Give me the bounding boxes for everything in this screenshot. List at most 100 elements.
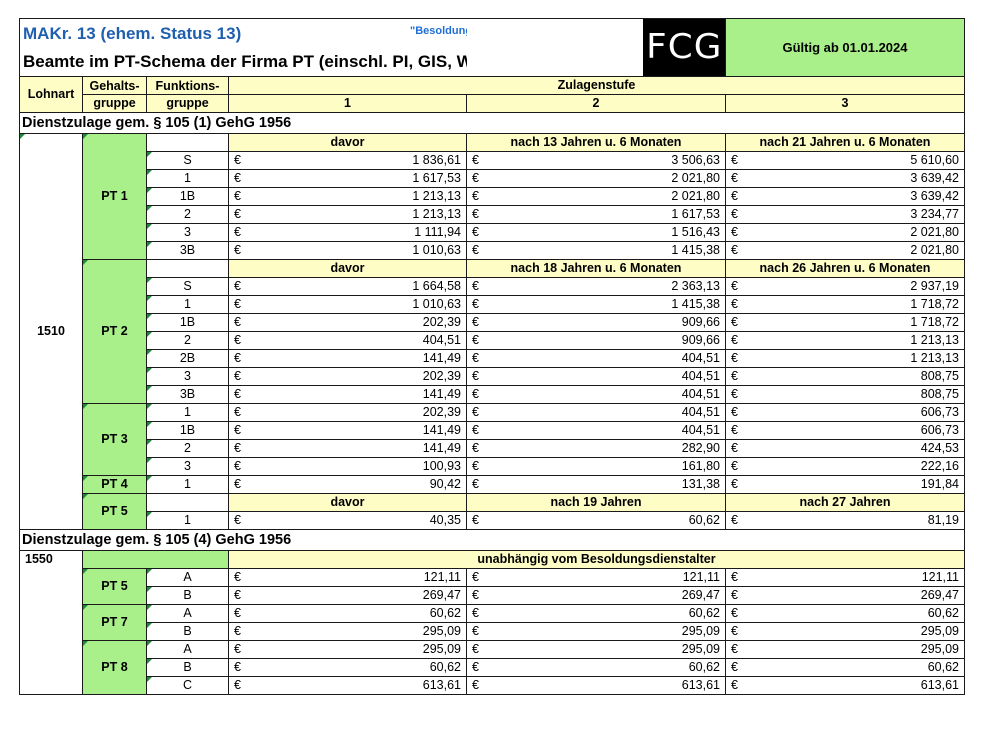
stage-3-amount: €1 213,13 [725, 331, 965, 350]
currency-symbol: € [731, 624, 738, 638]
stage-3-amount: €3 639,42 [725, 187, 965, 206]
currency-symbol: € [234, 189, 241, 203]
funktion-group: B [146, 658, 229, 677]
amount-value: 424,53 [920, 441, 959, 455]
funktion-group: S [146, 277, 229, 296]
currency-symbol: € [731, 423, 738, 437]
col-gehalt: Gehalts- [82, 76, 147, 95]
stage-3-amount: €1 718,72 [725, 313, 965, 332]
stage-2-amount: €1 415,38 [466, 295, 726, 314]
gehalt-group: PT 1 [82, 133, 147, 260]
currency-symbol: € [472, 225, 479, 239]
currency-symbol: € [234, 423, 241, 437]
stage-3-amount: €613,61 [725, 676, 965, 695]
currency-symbol: € [472, 207, 479, 221]
amount-value: 808,75 [920, 387, 959, 401]
fcg-logo: FCG [643, 19, 725, 76]
amount-value: 2 021,80 [671, 171, 720, 185]
currency-symbol: € [731, 642, 738, 656]
amount-value: 1 213,13 [412, 189, 461, 203]
stage-1-amount: €404,51 [228, 331, 467, 350]
stage-header-all: unabhängig vom Besoldungsdienstalter [228, 550, 965, 569]
stage-1-amount: €141,49 [228, 421, 467, 440]
stage-1-amount: €90,42 [228, 475, 467, 494]
col-lohnart: Lohnart [19, 76, 83, 113]
currency-symbol: € [472, 606, 479, 620]
currency-symbol: € [731, 441, 738, 455]
currency-symbol: € [731, 153, 738, 167]
stage-3-amount: €295,09 [725, 622, 965, 641]
amount-value: 131,38 [681, 477, 720, 491]
amount-value: 3 639,42 [910, 189, 959, 203]
valid-from: Gültig ab 01.01.2024 [725, 18, 965, 77]
amount-value: 1 516,43 [671, 225, 720, 239]
stage-1-amount: €60,62 [228, 658, 467, 677]
amount-value: 202,39 [422, 369, 461, 383]
funktion-spacer [146, 259, 229, 278]
stage-1-amount: €295,09 [228, 640, 467, 659]
currency-symbol: € [731, 189, 738, 203]
amount-value: 3 506,63 [671, 153, 720, 167]
currency-symbol: € [472, 387, 479, 401]
amount-value: 404,51 [681, 369, 720, 383]
stage-1-amount: €613,61 [228, 676, 467, 695]
stage-1-amount: €1 213,13 [228, 205, 467, 224]
currency-symbol: € [731, 351, 738, 365]
currency-symbol: € [234, 588, 241, 602]
stage-3-amount: €808,75 [725, 367, 965, 386]
stage-3-amount: €81,19 [725, 511, 965, 530]
amount-value: 404,51 [681, 405, 720, 419]
amount-value: 121,11 [921, 570, 959, 584]
currency-symbol: € [472, 513, 479, 527]
funktion-group: 1B [146, 313, 229, 332]
amount-value: 60,62 [429, 606, 461, 620]
funktion-group: A [146, 640, 229, 659]
stage-3-amount: €1 213,13 [725, 349, 965, 368]
amount-value: 40,35 [429, 513, 461, 527]
stage-3-amount: €60,62 [725, 658, 965, 677]
stage-2-amount: €131,38 [466, 475, 726, 494]
amount-value: 1 664,58 [412, 279, 461, 293]
amount-value: 1 617,53 [671, 207, 720, 221]
stage-2-amount: €295,09 [466, 640, 726, 659]
currency-symbol: € [731, 315, 738, 329]
funktion-group: 3B [146, 385, 229, 404]
stage-2-amount: €909,66 [466, 313, 726, 332]
currency-symbol: € [234, 315, 241, 329]
currency-symbol: € [731, 477, 738, 491]
stage-2-amount: €60,62 [466, 511, 726, 530]
amount-value: 613,61 [422, 678, 461, 692]
currency-symbol: € [731, 513, 738, 527]
amount-value: 141,49 [422, 423, 461, 437]
stage-3-amount: €222,16 [725, 457, 965, 476]
funktion-group: 1 [146, 169, 229, 188]
amount-value: 404,51 [681, 387, 720, 401]
amount-value: 3 639,42 [910, 171, 959, 185]
stage-2-amount: €60,62 [466, 658, 726, 677]
amount-value: 909,66 [681, 333, 720, 347]
amount-value: 808,75 [920, 369, 959, 383]
currency-symbol: € [472, 369, 479, 383]
currency-symbol: € [234, 624, 241, 638]
amount-value: 295,09 [920, 642, 959, 656]
stage-3-amount: €5 610,60 [725, 151, 965, 170]
funktion-group: 3 [146, 367, 229, 386]
currency-symbol: € [472, 405, 479, 419]
gehalt-group: PT 4 [82, 475, 147, 494]
currency-symbol: € [472, 333, 479, 347]
currency-symbol: € [472, 441, 479, 455]
currency-symbol: € [731, 279, 738, 293]
currency-symbol: € [234, 405, 241, 419]
funktion-group: B [146, 622, 229, 641]
stage-2-amount: €161,80 [466, 457, 726, 476]
amount-value: 1 111,94 [414, 225, 461, 239]
amount-value: 141,49 [422, 387, 461, 401]
funktion-group: 1B [146, 421, 229, 440]
funktion-group: 1 [146, 403, 229, 422]
stage-2-amount: €404,51 [466, 421, 726, 440]
stage-1-amount: €1 010,63 [228, 295, 467, 314]
currency-symbol: € [472, 423, 479, 437]
stage-3-amount: €424,53 [725, 439, 965, 458]
amount-value: 60,62 [688, 660, 720, 674]
amount-value: 1 010,63 [412, 297, 461, 311]
